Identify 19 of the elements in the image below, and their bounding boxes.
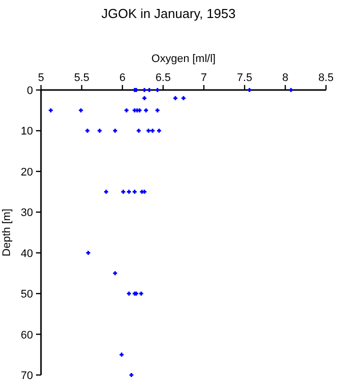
x-tick-label: 5.5 (74, 72, 90, 84)
x-tick-label: 7.5 (236, 72, 252, 84)
y-tick-label: 20 (20, 166, 33, 178)
x-tick-label: 8.5 (318, 72, 334, 84)
x-tick-label: 6 (119, 72, 126, 84)
x-tick-label: 7 (200, 72, 207, 84)
x-tick-label: 6.5 (155, 72, 171, 84)
y-axis-title: Depth [m] (1, 208, 13, 256)
chart-title: JGOK in January, 1953 (101, 6, 236, 21)
y-tick-label: 60 (20, 329, 33, 342)
y-tick-label: 70 (20, 370, 33, 382)
x-tick-label: 5 (38, 72, 44, 84)
y-tick-label: 10 (20, 126, 33, 138)
y-tick-label: 30 (20, 207, 33, 220)
y-tick-label: 0 (26, 85, 33, 97)
x-axis-title: Oxygen [ml/l] (151, 53, 216, 65)
y-tick-label: 40 (20, 248, 33, 260)
y-tick-label: 50 (20, 288, 33, 301)
x-tick-label: 8 (282, 72, 288, 84)
